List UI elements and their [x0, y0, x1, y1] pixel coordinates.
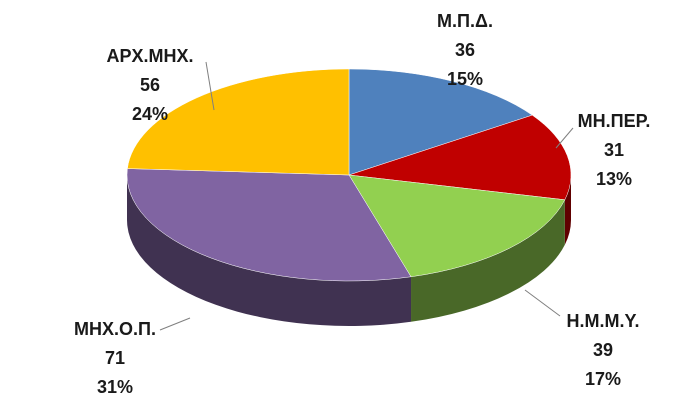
value-label: 56	[140, 75, 160, 95]
percent-label: 31%	[97, 377, 133, 397]
pie-sides	[127, 175, 571, 327]
percent-label: 24%	[132, 104, 168, 124]
value-label: 71	[105, 348, 125, 368]
percent-label: 17%	[585, 369, 621, 389]
pie-slice	[348, 174, 566, 278]
pie-slice	[348, 68, 533, 176]
leader-lines	[159, 61, 574, 331]
value-label: 39	[593, 340, 613, 360]
leader-line	[524, 289, 561, 317]
category-label: ΜΗΧ.Ο.Π.	[74, 319, 156, 339]
leader-line	[159, 317, 191, 331]
pie-slice	[127, 68, 350, 176]
pie-slice	[126, 168, 412, 282]
category-label: ΜΗ.ΠΕΡ.	[578, 111, 651, 131]
value-label: 31	[604, 140, 624, 160]
pie-side	[564, 175, 571, 245]
pie-tops	[126, 68, 572, 282]
category-label: Η.Μ.Μ.Υ.	[566, 311, 639, 331]
value-label: 36	[455, 40, 475, 60]
leader-line	[555, 127, 574, 149]
category-label: ΑΡΧ.ΜΗΧ.	[106, 46, 193, 66]
pie-slice	[348, 114, 572, 201]
pie-side	[127, 175, 412, 327]
category-label: Μ.Π.Δ.	[437, 11, 493, 31]
leader-line	[205, 61, 215, 111]
percent-label: 13%	[596, 169, 632, 189]
pie-side	[411, 199, 565, 322]
percent-label: 15%	[447, 69, 483, 89]
data-labels: Μ.Π.Δ. 36 15% ΜΗ.ΠΕΡ. 31 13% Η.Μ.Μ.Υ. 39 17% ΜΗΧ.…	[74, 11, 650, 397]
